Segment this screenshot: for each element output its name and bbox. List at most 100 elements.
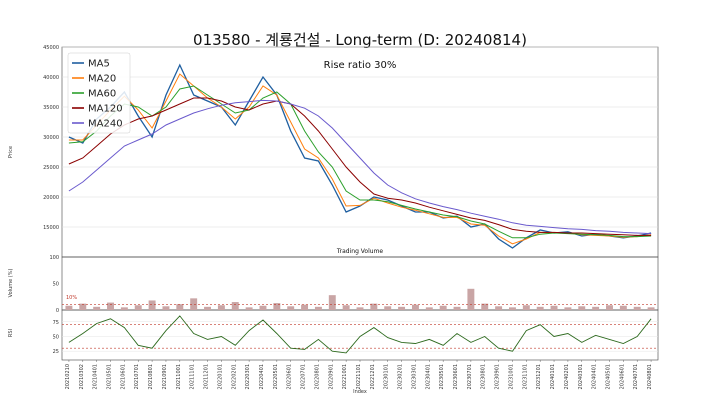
volume-bar	[301, 304, 309, 310]
x-tick-label: 20230201	[398, 364, 404, 389]
rsi-y-tick-label: 25	[53, 349, 59, 355]
x-tick-label: 20210501	[107, 364, 113, 389]
volume-bar	[148, 300, 156, 310]
volume-bar	[259, 305, 267, 310]
volume-bar	[287, 306, 295, 310]
x-tick-label: 20221001	[342, 364, 348, 389]
series-line-ma60	[68, 85, 652, 239]
x-tick-label: 20230301	[411, 364, 417, 389]
volume-bar	[550, 305, 558, 310]
price-y-tick-label: 15000	[43, 225, 59, 231]
x-tick-label: 20211101	[190, 364, 196, 389]
x-tick-label: 20210801	[148, 364, 154, 389]
rise-ratio-annotation: Rise ratio 30%	[324, 60, 397, 71]
rsi-y-tick-label: 50	[53, 334, 59, 340]
x-tick-label: 20240401	[592, 364, 598, 389]
x-tick-label: 20240601	[619, 364, 625, 389]
price-y-tick-label: 40000	[43, 75, 59, 81]
volume-bar	[606, 305, 613, 310]
chart-title: 013580 - 계룡건설 - Long-term (D: 20240814)	[193, 31, 527, 49]
volume-bar	[204, 306, 211, 310]
volume-bar	[176, 304, 184, 310]
volume-axis-label: Volume (%)	[8, 269, 14, 298]
x-tick-label: 20231001	[509, 364, 515, 389]
x-tick-label: 20220501	[273, 364, 279, 389]
x-tick-label: 20220601	[287, 364, 293, 389]
volume-bar	[314, 306, 322, 310]
x-tick-label: 20220701	[301, 364, 307, 389]
x-tick-label: 20240501	[606, 364, 612, 389]
price-axis-label: Price	[8, 146, 14, 158]
x-tick-label: 20210210	[65, 364, 71, 389]
volume-bar	[384, 306, 392, 310]
x-tick-label: 20211001	[176, 364, 182, 389]
series-line-ma240	[68, 99, 652, 235]
volume-bar	[231, 302, 239, 310]
volume-bar	[79, 303, 87, 310]
volume-bar	[425, 307, 433, 310]
x-tick-label: 20220201	[231, 364, 237, 389]
legend-label-ma120: MA120	[88, 104, 123, 115]
x-tick-label: 20231201	[536, 364, 542, 389]
price-y-tick-label: 20000	[43, 195, 59, 201]
volume-bar	[342, 305, 350, 310]
legend-label-ma20: MA20	[88, 74, 116, 85]
volume-bar	[120, 307, 128, 310]
volume-bar	[522, 305, 530, 310]
price-y-tick-label: 30000	[43, 135, 59, 141]
volume-bar	[217, 305, 225, 310]
x-tick-label: 20220401	[259, 364, 265, 389]
legend-box	[67, 52, 131, 134]
x-tick-label: 20230701	[467, 364, 473, 389]
x-tick-label: 20230501	[439, 364, 445, 389]
x-tick-label: 20230401	[425, 364, 431, 389]
volume-bar	[107, 302, 114, 310]
volume-bar	[578, 306, 586, 310]
price-y-tick-label: 25000	[43, 165, 59, 171]
price-y-tick-label: 45000	[43, 45, 59, 51]
x-tick-label: 20230601	[453, 364, 459, 389]
volume-bar	[564, 307, 572, 310]
x-tick-label: 20210302	[79, 364, 85, 389]
volume-bar	[592, 306, 600, 310]
price-y-tick-label: 35000	[43, 105, 59, 111]
rsi-axis-label: RSI	[8, 329, 14, 337]
x-tick-label: 20210701	[134, 364, 140, 389]
volume-panel-title: Trading Volume	[336, 248, 384, 255]
volume-bar	[509, 307, 516, 310]
volume-bar	[619, 305, 627, 310]
volume-y-tick-label: 50	[53, 282, 59, 288]
volume-bar	[65, 305, 73, 310]
legend-label-ma60: MA60	[88, 89, 116, 100]
volume-bar	[536, 306, 544, 310]
x-tick-label: 20230901	[495, 364, 501, 389]
rsi-y-tick-label: 75	[53, 320, 59, 326]
legend-label-ma5: MA5	[88, 59, 110, 70]
x-tick-label: 20240801	[647, 364, 653, 389]
volume-bar	[162, 306, 170, 310]
volume-bar	[495, 306, 503, 310]
volume-bar	[370, 303, 378, 310]
x-tick-label: 20230101	[384, 364, 390, 389]
x-tick-label: 20220801	[314, 364, 320, 389]
volume-bar	[93, 306, 101, 310]
volume-y-tick-label: 0	[56, 308, 59, 314]
x-tick-label: 20220301	[245, 364, 251, 389]
x-tick-label: 20230801	[481, 364, 487, 389]
series-line-ma120	[68, 97, 652, 236]
x-tick-label: 20220901	[328, 364, 334, 389]
x-tick-label: 20210401	[93, 364, 99, 389]
volume-bar	[453, 306, 461, 310]
price-panel-frame	[61, 46, 659, 258]
x-tick-label: 20220101	[217, 364, 223, 389]
volume-bar	[411, 304, 419, 310]
volume-bar	[245, 307, 253, 310]
x-tick-label: 20240101	[550, 364, 556, 389]
x-tick-label: 20221201	[370, 364, 376, 389]
x-axis-label: Index	[353, 389, 367, 395]
x-tick-label: 20210601	[120, 364, 126, 389]
volume-bar	[190, 298, 198, 310]
rsi-line	[68, 315, 652, 354]
volume-threshold-label: 10%	[66, 295, 77, 301]
